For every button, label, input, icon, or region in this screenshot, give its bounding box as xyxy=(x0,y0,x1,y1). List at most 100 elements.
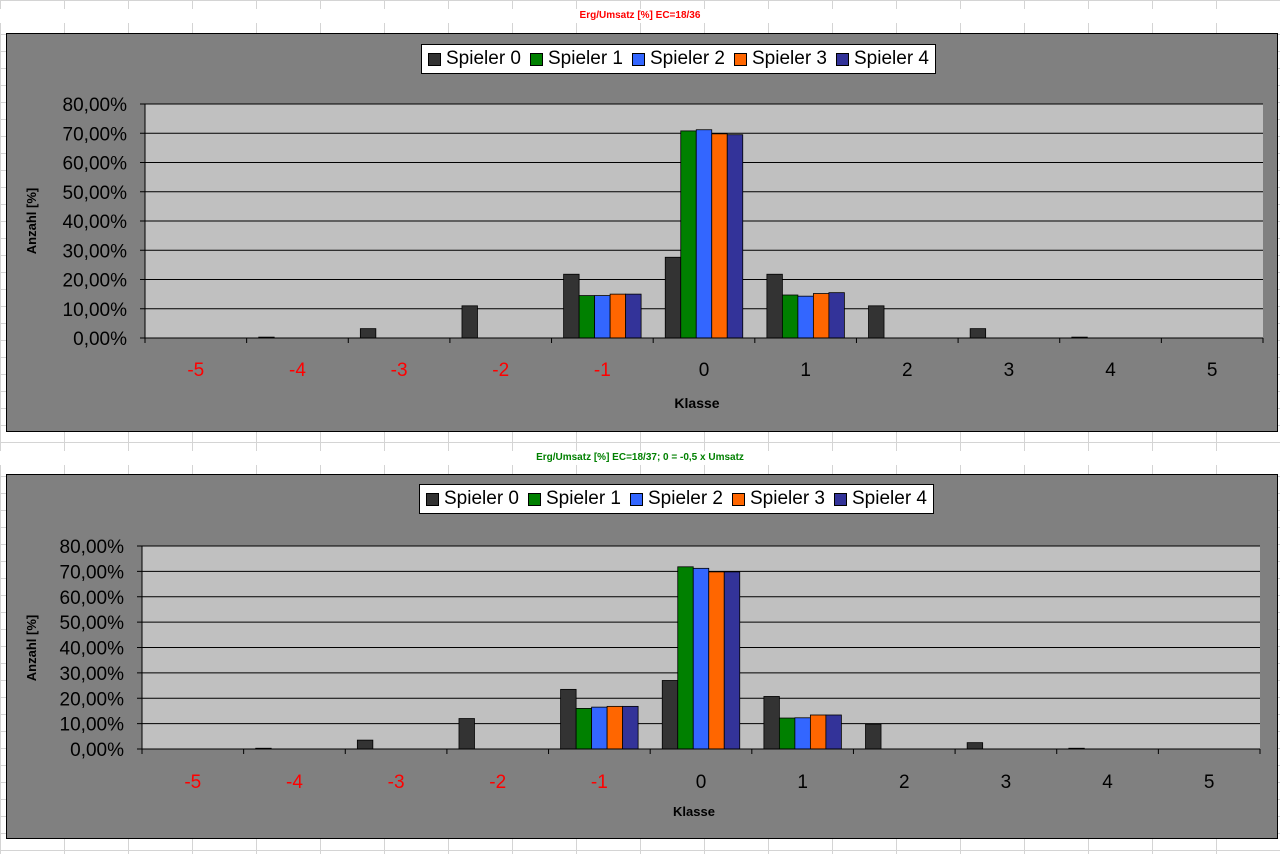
legend-swatch xyxy=(834,492,847,506)
legend-swatch xyxy=(632,52,645,66)
chart-2-svg: 0,00% 10,00% 20,00% 30,00% 40,00% 50,00% 60,00… xyxy=(24,537,1261,819)
y-axis-title: Anzahl [%] xyxy=(24,188,39,254)
bar-spieler-4-class-1 xyxy=(828,292,845,339)
chart-1-legend: Spieler 0 Spieler 1 Spieler 2 Spieler 3 Spie… xyxy=(421,44,936,74)
bar-spieler-0-class--3 xyxy=(359,328,377,339)
bar-spieler-2-class--1 xyxy=(594,295,611,339)
y-tick-label: 50,00% xyxy=(60,613,125,634)
legend-item: Spieler 4 xyxy=(834,488,927,510)
x-tick-label: 3 xyxy=(1004,360,1015,381)
y-tick-label: 80,00% xyxy=(60,537,125,558)
x-tick-label: -2 xyxy=(489,772,506,793)
bar-spieler-1-class-1 xyxy=(778,717,796,750)
y-tick-label: 30,00% xyxy=(63,241,128,262)
x-tick-label: -5 xyxy=(184,772,201,793)
legend-label: Spieler 0 xyxy=(446,48,521,69)
x-tick-label: -1 xyxy=(591,772,608,793)
bar-spieler-0-class--2 xyxy=(461,305,478,339)
y-axis-title: Anzahl [%] xyxy=(24,615,39,681)
legend-swatch xyxy=(836,52,849,66)
x-tick-label: 5 xyxy=(1204,772,1215,793)
bar-spieler-0-class--1 xyxy=(560,688,577,750)
bar-spieler-3-class-1 xyxy=(812,293,830,339)
bar-spieler-2-class--1 xyxy=(591,706,608,750)
bar-spieler-2-class-0 xyxy=(695,129,713,339)
x-tick-label: -2 xyxy=(492,360,509,381)
legend-swatch xyxy=(732,492,745,506)
x-tick-label: -3 xyxy=(391,360,408,381)
x-tick-label: 4 xyxy=(1105,360,1116,381)
legend-item: Spieler 0 xyxy=(428,48,521,70)
y-tick-label: 20,00% xyxy=(60,689,125,710)
chart-1-title: Erg/Umsatz [%] EC=18/36 xyxy=(0,9,1280,23)
x-tick-label: -4 xyxy=(289,360,306,381)
legend-swatch xyxy=(734,52,747,66)
x-tick-label: 2 xyxy=(902,360,913,381)
x-tick-label: 5 xyxy=(1207,360,1218,381)
bar-spieler-1-class-1 xyxy=(781,294,799,339)
x-tick-label: 0 xyxy=(699,360,710,381)
y-tick-label: 0,00% xyxy=(70,740,124,761)
y-tick-label: 40,00% xyxy=(63,212,128,233)
chart-2-frame[interactable]: 0,00% 10,00% 20,00% 30,00% 40,00% 50,00% 60,00… xyxy=(6,474,1278,839)
bar-spieler-4-class-1 xyxy=(825,714,842,750)
x-tick-label: -5 xyxy=(187,360,204,381)
legend-label: Spieler 1 xyxy=(546,488,621,509)
bar-spieler-3-class--1 xyxy=(606,705,624,750)
x-tick-label: -1 xyxy=(594,360,611,381)
y-tick-label: 10,00% xyxy=(63,300,128,321)
legend-item: Spieler 2 xyxy=(632,48,725,70)
bar-spieler-0-class-0 xyxy=(661,680,679,750)
bar-spieler-2-class-1 xyxy=(794,717,811,750)
x-axis-title: Klasse xyxy=(674,395,719,411)
y-tick-label: 70,00% xyxy=(60,562,125,583)
bar-spieler-4-class-0 xyxy=(726,134,744,339)
legend-item: Spieler 4 xyxy=(836,48,929,70)
bar-spieler-4-class-0 xyxy=(723,571,741,750)
bar-spieler-4-class--1 xyxy=(622,705,639,750)
chart-2-title: Erg/Umsatz [%] EC=18/37; 0 = -0,5 x Umsa… xyxy=(0,451,1280,465)
bar-spieler-2-class-0 xyxy=(692,567,710,750)
y-tick-label: 30,00% xyxy=(60,664,125,685)
x-tick-label: 4 xyxy=(1102,772,1113,793)
bar-spieler-1-class-0 xyxy=(680,130,697,339)
y-tick-label: 70,00% xyxy=(63,124,128,145)
legend-item: Spieler 1 xyxy=(530,48,623,70)
bar-spieler-3-class--1 xyxy=(609,293,627,339)
legend-label: Spieler 4 xyxy=(854,48,929,69)
legend-item: Spieler 1 xyxy=(528,488,621,510)
bar-spieler-4-class--1 xyxy=(625,293,642,339)
chart-1-svg: 0,00% 10,00% 20,00% 30,00% 40,00% 50,00% 60,00… xyxy=(24,95,1264,411)
bar-spieler-0-class-1 xyxy=(766,273,783,339)
y-tick-label: 20,00% xyxy=(63,271,128,292)
legend-item: Spieler 2 xyxy=(630,488,723,510)
bar-spieler-1-class--1 xyxy=(578,295,596,339)
x-tick-label: 0 xyxy=(696,772,707,793)
legend-item: Spieler 3 xyxy=(734,48,827,70)
legend-label: Spieler 2 xyxy=(648,488,723,509)
bar-spieler-0-class--3 xyxy=(356,739,374,750)
bar-spieler-0-class-1 xyxy=(763,696,780,750)
bar-spieler-3-class-0 xyxy=(711,133,728,339)
x-tick-label: 2 xyxy=(899,772,910,793)
bar-spieler-0-class-0 xyxy=(664,256,682,339)
y-tick-label: 60,00% xyxy=(60,588,125,609)
y-tick-label: 0,00% xyxy=(73,329,127,350)
y-tick-label: 60,00% xyxy=(63,154,128,175)
legend-swatch xyxy=(428,52,441,66)
chart-1-frame[interactable]: 0,00% 10,00% 20,00% 30,00% 40,00% 50,00% 60,00… xyxy=(6,33,1278,432)
y-tick-label: 10,00% xyxy=(60,715,125,736)
legend-label: Spieler 1 xyxy=(548,48,623,69)
bar-spieler-3-class-0 xyxy=(708,571,725,750)
bar-spieler-0-class-2 xyxy=(868,305,885,339)
legend-label: Spieler 0 xyxy=(444,488,519,509)
legend-label: Spieler 2 xyxy=(650,48,725,69)
bar-spieler-1-class-0 xyxy=(677,566,694,750)
bar-spieler-0-class-3 xyxy=(966,742,984,750)
x-tick-label: -3 xyxy=(388,772,405,793)
y-tick-label: 40,00% xyxy=(60,639,125,660)
y-tick-label: 50,00% xyxy=(63,183,128,204)
legend-swatch xyxy=(630,492,643,506)
bar-spieler-0-class-3 xyxy=(969,328,987,339)
chart-2-legend: Spieler 0 Spieler 1 Spieler 2 Spieler 3 Spie… xyxy=(419,484,934,514)
